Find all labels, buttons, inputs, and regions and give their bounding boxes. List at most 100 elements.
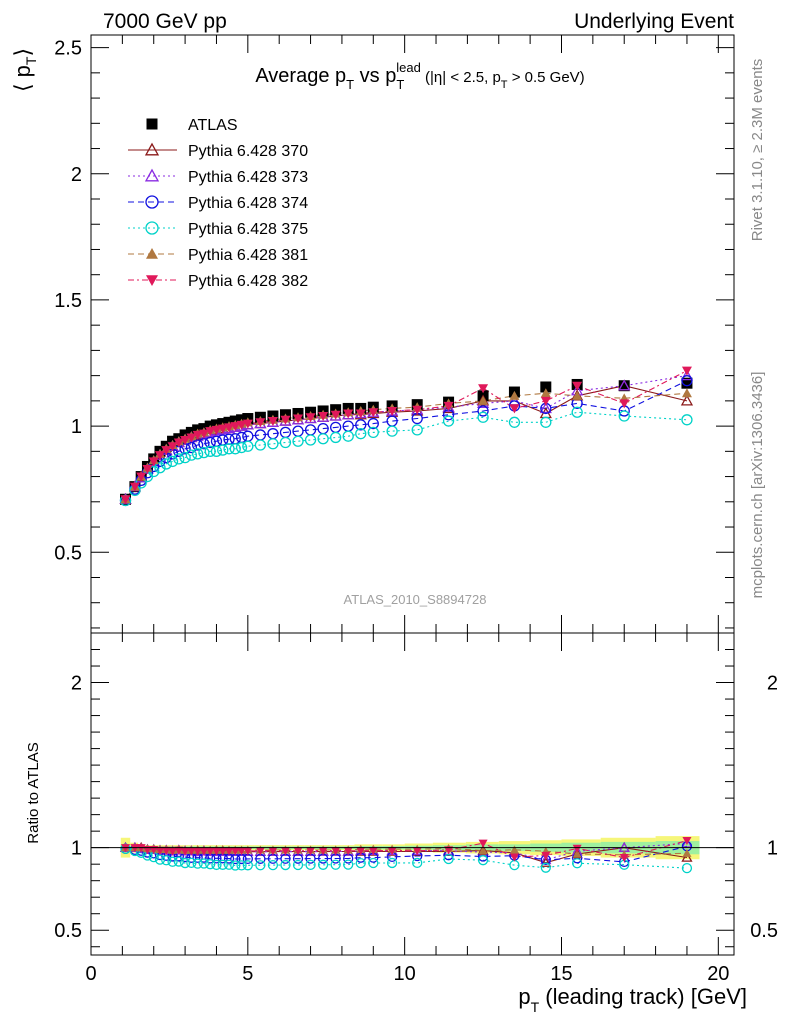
ratio-point-mc — [230, 847, 240, 856]
ratio-point-mc — [368, 847, 378, 856]
data-point-mc — [477, 411, 489, 423]
ratio-point-mc — [243, 847, 253, 856]
ratio-point-mc — [268, 847, 278, 856]
analysis-watermark: ATLAS_2010_S8894728 — [344, 592, 487, 607]
ratio-point-mc — [619, 854, 629, 863]
data-point-mc — [192, 430, 203, 440]
data-point-mc — [267, 438, 279, 450]
ratio-point-mc — [572, 849, 582, 858]
data-point-mc — [305, 413, 316, 423]
main-y-tick-label: 1.5 — [54, 290, 82, 312]
data-point-mc — [173, 438, 184, 448]
ratio-point-mc — [444, 846, 454, 855]
data-point-mc — [680, 369, 694, 381]
data-point-mc — [198, 429, 209, 439]
data-point-mc — [572, 390, 583, 400]
data-point-mc — [572, 381, 583, 391]
ratio-y-tick-label: 0.5 — [54, 920, 82, 942]
ratio-series-markers — [119, 837, 693, 874]
legend-label: Pythia 6.428 373 — [188, 169, 308, 186]
ratio-point-mc — [236, 860, 247, 871]
data-point-mc — [355, 419, 367, 431]
data-point-mc — [154, 462, 166, 474]
x-tick-label: 0 — [85, 963, 96, 985]
legend-marker — [145, 195, 159, 209]
data-point-mc — [180, 435, 191, 445]
legend-label: Pythia 6.428 374 — [188, 195, 308, 212]
data-point-mc — [254, 439, 267, 451]
legend-label: Pythia 6.428 382 — [188, 273, 308, 290]
data-point-mc — [411, 424, 423, 436]
data-point-atlas — [540, 381, 552, 393]
legend-marker — [144, 168, 160, 182]
ratio-point-mc — [280, 847, 290, 856]
x-tick-label: 5 — [242, 963, 253, 985]
x-tick-label: 15 — [550, 963, 572, 985]
ratio-point-mc — [174, 846, 184, 855]
data-point-mc — [185, 449, 198, 461]
ratio-point-mc — [230, 860, 241, 871]
ratio-point-mc — [217, 859, 228, 870]
legend-marker — [146, 118, 158, 130]
header-left: 7000 GeV pp — [103, 10, 227, 33]
data-point-mc — [681, 375, 693, 387]
ratio-point-mc — [305, 859, 316, 871]
legend-label: Pythia 6.428 381 — [188, 247, 308, 264]
data-point-mc — [230, 422, 241, 432]
ratio-point-mc — [186, 847, 196, 856]
ratio-point-mc — [386, 857, 398, 869]
data-point-mc — [367, 426, 379, 439]
data-point-mc — [191, 448, 204, 460]
data-point-mc — [198, 438, 210, 450]
ratio-point-mc — [477, 855, 489, 866]
main-series-line — [125, 411, 688, 501]
ratio-point-mc — [443, 853, 454, 865]
y-axis-label-main: ⟨ pT⟩ — [10, 48, 39, 92]
ratio-point-mc — [218, 847, 228, 856]
x-axis-label: pT (leading track) [GeV] — [518, 984, 747, 1015]
data-point-mc — [355, 428, 367, 440]
ratio-point-mc — [180, 847, 190, 856]
ratio-point-mc — [509, 853, 519, 862]
data-point-mc — [167, 442, 178, 452]
ratio-point-mc — [280, 859, 291, 871]
data-point-mc — [191, 439, 204, 451]
data-point-mc — [442, 415, 455, 427]
ratio-point-mc — [306, 847, 316, 856]
data-point-mc — [317, 433, 329, 445]
legend-label: ATLAS — [188, 117, 238, 134]
data-point-mc — [224, 423, 235, 433]
data-point-mc — [279, 436, 292, 449]
data-point-mc — [619, 399, 630, 409]
data-point-mc — [304, 434, 317, 446]
data-point-mc — [367, 417, 379, 430]
data-point-mc — [235, 441, 248, 454]
data-point-mc — [148, 457, 159, 467]
data-point-mc — [477, 405, 489, 417]
data-point-mc — [540, 396, 551, 406]
data-point-mc — [155, 451, 166, 461]
ratio-point-mc — [211, 859, 222, 871]
data-point-mc — [120, 495, 131, 505]
data-point-mc — [179, 451, 191, 464]
plot-title: Average pT vs pTlead (|η| < 2.5, pT > 0.… — [255, 60, 584, 92]
legend-marker — [146, 275, 158, 286]
main-series-line — [125, 380, 688, 501]
ratio-point-mc — [509, 845, 519, 854]
data-point-mc — [161, 446, 172, 456]
ratio-point-mc — [255, 847, 265, 856]
main-y-tick-label: 2 — [71, 164, 82, 186]
ratio-point-mc — [161, 855, 172, 866]
data-point-mc — [204, 445, 216, 457]
main-y-tick-label: 0.5 — [54, 542, 82, 564]
ratio-point-mc — [161, 846, 171, 855]
data-point-mc — [618, 379, 631, 391]
ratio-y-tick-label-right: 0.5 — [750, 920, 778, 942]
data-point-mc — [368, 408, 379, 418]
ratio-point-mc — [387, 847, 397, 856]
data-point-atlas — [681, 377, 693, 389]
data-point-mc — [160, 458, 172, 470]
side-text-mcplots: mcplots.cern.ch [arXiv:1306.3436] — [749, 372, 766, 599]
data-point-mc — [293, 414, 304, 424]
